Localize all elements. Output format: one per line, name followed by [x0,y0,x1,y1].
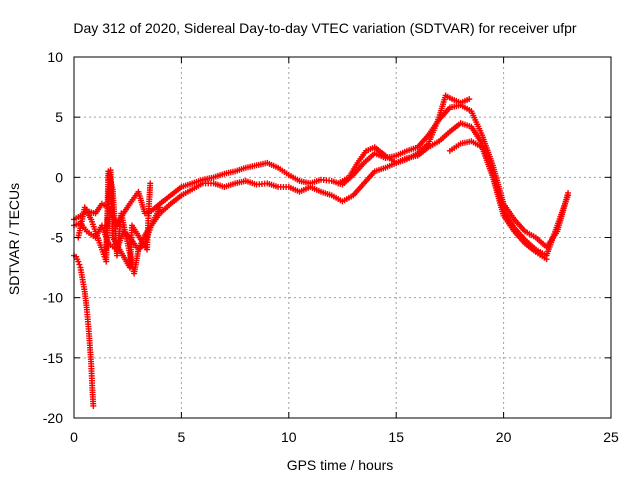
x-tick-label: 5 [178,429,186,445]
data-point-early-drop [76,261,83,268]
x-tick-label: 10 [281,429,297,445]
x-axis-label: GPS time / hours [287,457,394,473]
data-point-secondary-lower-track [543,256,550,263]
data-point-early-drop [75,258,82,265]
y-tick-label: 0 [55,169,63,185]
y-tick-label: -15 [43,350,63,366]
data-point-main-track-lower [565,192,572,199]
y-tick-label: -10 [43,290,63,306]
x-tick-label: 20 [496,429,512,445]
data-point-secondary-upper-track [466,96,473,103]
x-tick-label: 0 [70,429,78,445]
x-tick-label: 25 [603,429,619,445]
chart-title: Day 312 of 2020, Sidereal Day-to-day VTE… [73,20,577,36]
axis-ticks: 0 5 10 15 20 25 -20 -15 -10 -5 0 5 10 [43,49,619,445]
data-points [71,92,572,409]
y-tick-label: 10 [47,49,63,65]
y-tick-label: -5 [51,230,64,246]
y-axis-label: SDTVAR / TECUs [6,183,22,295]
y-tick-label: -20 [43,410,63,426]
data-point-early-drop [90,402,97,409]
y-tick-label: 5 [55,109,63,125]
gridlines [74,57,611,418]
data-point-early-spread [156,204,163,211]
data-point-early-spikes [147,180,154,187]
x-tick-label: 15 [388,429,404,445]
